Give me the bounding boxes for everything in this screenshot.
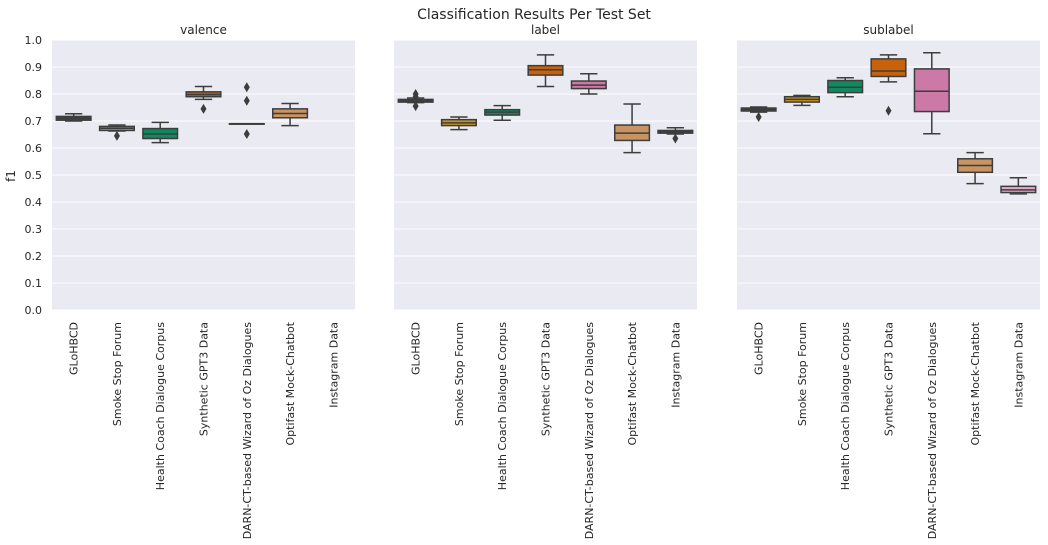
y-tick-label: 0.7 — [25, 115, 43, 128]
x-tick-label: Optifast Mock-Chatbot — [626, 321, 639, 445]
outlier-point — [243, 95, 250, 106]
x-tick-label: Instagram Data — [669, 322, 682, 408]
outlier-point — [200, 103, 207, 114]
box-darn-ct-based-wizard-of-oz-dialogues — [913, 51, 950, 135]
box-synthetic-gpt3-data — [185, 85, 222, 114]
x-tick-label: DARN-CT-based Wizard of Oz Dialogues — [583, 322, 596, 540]
x-tick-label: GLoHBCD — [410, 322, 423, 375]
x-tick-label: DARN-CT-based Wizard of Oz Dialogues — [926, 322, 939, 540]
x-tick-label: GLoHBCD — [753, 322, 766, 375]
box-synthetic-gpt3-data — [870, 54, 907, 116]
x-tick-label: Optifast Mock-Chatbot — [284, 321, 297, 445]
panel-label: label GLoHBCD Smoke Stop Forum Health Coach… — [394, 23, 697, 539]
outlier-point — [412, 91, 419, 102]
x-tick-label: Synthetic GPT3 Data — [883, 322, 896, 436]
outlier-point — [412, 101, 419, 112]
y-axis-label: f1 — [4, 170, 18, 182]
y-tick-label: 0.3 — [25, 223, 43, 236]
x-tick-label: Instagram Data — [327, 322, 340, 408]
panel-valence: valence 0.0 0.1 0.2 0.3 0.4 0.5 0.6 0.7 0.8 0.9 1.0… — [25, 23, 355, 540]
outlier-point — [755, 111, 762, 122]
y-tick-label: 0.5 — [25, 169, 43, 182]
panel-title: valence — [180, 23, 227, 37]
figure-title: Classification Results Per Test Set — [417, 7, 651, 23]
box-darn-ct-based-wizard-of-oz-dialogues — [228, 82, 265, 139]
box-smoke-stop-forum — [98, 124, 135, 141]
box-darn-ct-based-wizard-of-oz-dialogues — [570, 73, 607, 95]
x-tick-label: Synthetic GPT3 Data — [540, 322, 553, 436]
y-tick-label: 0.6 — [25, 142, 43, 155]
y-tick-label: 0.4 — [25, 196, 43, 209]
outlier-point — [243, 82, 250, 93]
x-tick-label: Synthetic GPT3 Data — [198, 322, 211, 436]
outlier-point — [243, 128, 250, 139]
x-tick-label: Health Coach Dialogue Corpus — [496, 322, 509, 490]
y-tick-label: 0.9 — [25, 61, 43, 74]
box-optifast-mock-chatbot — [957, 151, 994, 185]
box-glohbcd — [397, 89, 434, 112]
box-smoke-stop-forum — [783, 94, 820, 107]
x-tick-label: Smoke Stop Forum — [453, 322, 466, 426]
box-instagram-data — [1000, 176, 1037, 195]
y-tick-label: 0.0 — [25, 304, 43, 317]
x-tick-label: DARN-CT-based Wizard of Oz Dialogues — [241, 322, 254, 540]
outlier-point — [113, 130, 120, 141]
x-tick-label: Instagram Data — [1012, 322, 1025, 408]
y-tick-label: 0.8 — [25, 88, 43, 101]
panels-layer: valence 0.0 0.1 0.2 0.3 0.4 0.5 0.6 0.7 0.8 0.9 1.0… — [25, 23, 1040, 540]
box-health-coach-dialogue-corpus — [484, 104, 521, 121]
x-tick-label: GLoHBCD — [68, 322, 81, 375]
box-health-coach-dialogue-corpus — [827, 77, 864, 98]
x-tick-label: Health Coach Dialogue Corpus — [839, 322, 852, 490]
panel-title: label — [531, 23, 560, 37]
y-tick-label: 0.2 — [25, 250, 43, 263]
y-tick-label: 1.0 — [25, 34, 43, 47]
box-iqr — [870, 58, 907, 78]
panel-title: sublabel — [863, 23, 914, 37]
x-tick-label: Health Coach Dialogue Corpus — [154, 322, 167, 490]
x-tick-label: Smoke Stop Forum — [111, 322, 124, 426]
x-tick-label: Optifast Mock-Chatbot — [969, 321, 982, 445]
x-tick-label: Smoke Stop Forum — [796, 322, 809, 426]
outlier-point — [672, 133, 679, 144]
box-glohbcd — [55, 112, 92, 122]
y-tick-label: 0.1 — [25, 277, 43, 290]
box-optifast-mock-chatbot — [614, 103, 651, 154]
box-health-coach-dialogue-corpus — [142, 121, 179, 144]
box-iqr — [913, 68, 950, 113]
panel-sublabel: sublabel GLoHBCD Smoke Stop Forum Health Co… — [737, 23, 1040, 539]
box-instagram-data — [657, 127, 694, 144]
box-smoke-stop-forum — [440, 116, 477, 131]
outlier-point — [885, 105, 892, 116]
box-optifast-mock-chatbot — [272, 102, 309, 127]
box-synthetic-gpt3-data — [527, 54, 564, 88]
box-glohbcd — [740, 106, 777, 122]
